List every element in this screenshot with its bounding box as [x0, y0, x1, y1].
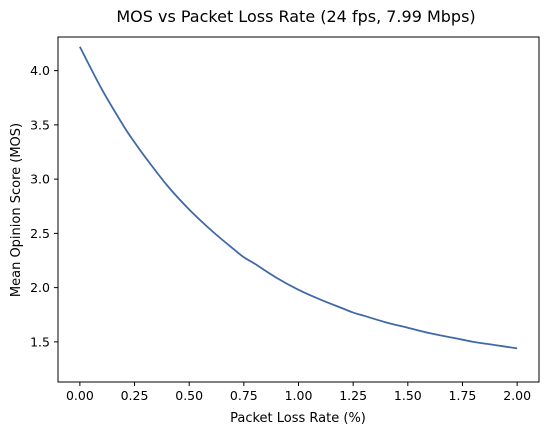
y-tick-label: 2.5 [30, 226, 50, 241]
chart-title: MOS vs Packet Loss Rate (24 fps, 7.99 Mb… [116, 7, 475, 26]
x-tick-label: 1.50 [394, 388, 422, 403]
y-axis: 1.5 2.0 2.5 3.0 3.5 4.0 [30, 63, 58, 349]
series-line [79, 46, 518, 350]
x-axis: 0.00 0.25 0.50 0.75 1.00 1.25 1.50 1.75 2.00 [66, 382, 531, 403]
plot-frame [57, 36, 540, 383]
x-tick-label: 0.00 [66, 388, 94, 403]
x-tick-label: 2.00 [503, 388, 531, 403]
y-tick-label: 3.5 [30, 117, 50, 132]
x-tick-label: 0.75 [230, 388, 258, 403]
series-layer [79, 46, 518, 350]
y-tick-label: 4.0 [30, 63, 50, 78]
y-tick-label: 3.0 [30, 172, 50, 187]
y-axis-label: Mean Opinion Score (MOS) [9, 123, 24, 297]
x-tick-label: 1.00 [285, 388, 313, 403]
x-tick-label: 0.50 [175, 388, 203, 403]
y-tick-label: 2.0 [30, 280, 50, 295]
x-tick-label: 1.75 [449, 388, 477, 403]
x-axis-label: Packet Loss Rate (%) [230, 411, 366, 426]
y-tick-label: 1.5 [30, 334, 50, 349]
x-tick-label: 1.25 [339, 388, 367, 403]
x-tick-label: 0.25 [121, 388, 149, 403]
